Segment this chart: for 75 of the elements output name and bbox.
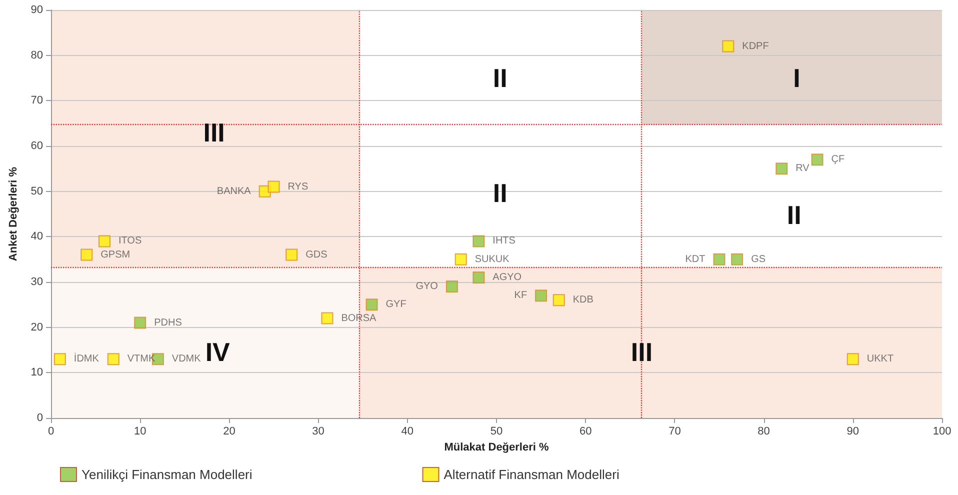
y-tick-label: 10 <box>30 366 43 379</box>
legend-label: Yenilikçi Finansman Modelleri <box>82 467 252 482</box>
point <box>846 353 859 366</box>
data-label: UKKT <box>866 354 894 365</box>
point <box>472 271 485 284</box>
data-label: RV <box>796 163 810 174</box>
point <box>54 353 66 366</box>
y-tick-label: 30 <box>30 276 43 288</box>
x-tick-label: 40 <box>401 426 414 438</box>
x-tick-label: 10 <box>134 426 146 438</box>
point <box>321 312 334 324</box>
point <box>811 154 824 166</box>
point <box>731 253 744 266</box>
data-label: ITOS <box>118 236 142 247</box>
point <box>107 353 120 366</box>
point <box>454 253 467 266</box>
data-label: RYS <box>288 181 308 192</box>
data-label: IHTS <box>492 236 516 247</box>
point <box>552 294 565 306</box>
data-label: KF <box>514 290 528 302</box>
annotation: II <box>492 63 508 94</box>
y-tick-label: 40 <box>30 230 43 243</box>
data-label: KDT <box>685 254 706 265</box>
point <box>268 180 280 193</box>
y-tick-label: 90 <box>30 4 43 16</box>
annotation: II <box>786 200 802 230</box>
data-label: KDB <box>572 294 594 306</box>
y-tick-label: 70 <box>30 94 43 107</box>
x-tick-label: 50 <box>490 426 503 438</box>
point <box>98 235 110 248</box>
point <box>446 280 458 293</box>
y-tick-label: 50 <box>30 185 43 198</box>
data-label: İDMK <box>74 352 100 365</box>
data-label: GPSM <box>100 249 130 260</box>
data-label: AGYO <box>492 272 522 283</box>
legend-label: Alternatif Finansman Modelleri <box>444 467 620 482</box>
data-label: GYO <box>416 281 438 292</box>
data-label: BORSA <box>341 312 377 324</box>
annotation: II <box>492 178 508 208</box>
y-axis-title: Anket Değerleri % <box>8 166 20 262</box>
data-label: GS <box>751 254 766 265</box>
data-label: PDHS <box>154 317 182 328</box>
data-label: GDS <box>306 249 328 260</box>
point <box>80 248 93 261</box>
data-label: KDPF <box>742 40 769 52</box>
data-label: GYF <box>386 299 406 310</box>
point <box>366 298 378 311</box>
annotation: I <box>793 63 800 94</box>
x-tick-label: 90 <box>846 426 860 438</box>
data-label: ÇF <box>831 154 845 166</box>
point <box>472 235 485 248</box>
x-tick-label: 80 <box>758 426 770 438</box>
point <box>535 290 548 302</box>
x-tick-label: 20 <box>223 426 236 438</box>
x-axis-title: Mülakat Değerleri % <box>444 441 549 454</box>
y-tick-label: 0 <box>36 412 43 424</box>
point <box>713 253 726 266</box>
x-tick-label: 60 <box>579 426 592 438</box>
x-tick-label: 30 <box>312 426 324 438</box>
annotation: III <box>203 117 225 148</box>
x-tick-label: 70 <box>668 426 681 438</box>
x-tick-label: 100 <box>932 426 952 438</box>
data-label: BANKA <box>216 186 252 197</box>
y-tick-label: 60 <box>30 140 43 152</box>
x-tick-label: 0 <box>48 426 54 438</box>
point <box>286 248 298 261</box>
y-tick-label: 20 <box>30 321 43 334</box>
point <box>776 162 788 175</box>
point <box>134 316 146 329</box>
annotation: III <box>630 336 653 367</box>
annotation: IV <box>205 336 231 367</box>
data-label: SUKUK <box>474 254 510 265</box>
y-tick-label: 80 <box>30 49 43 62</box>
data-label: VDMK <box>172 354 202 365</box>
point <box>722 40 734 52</box>
